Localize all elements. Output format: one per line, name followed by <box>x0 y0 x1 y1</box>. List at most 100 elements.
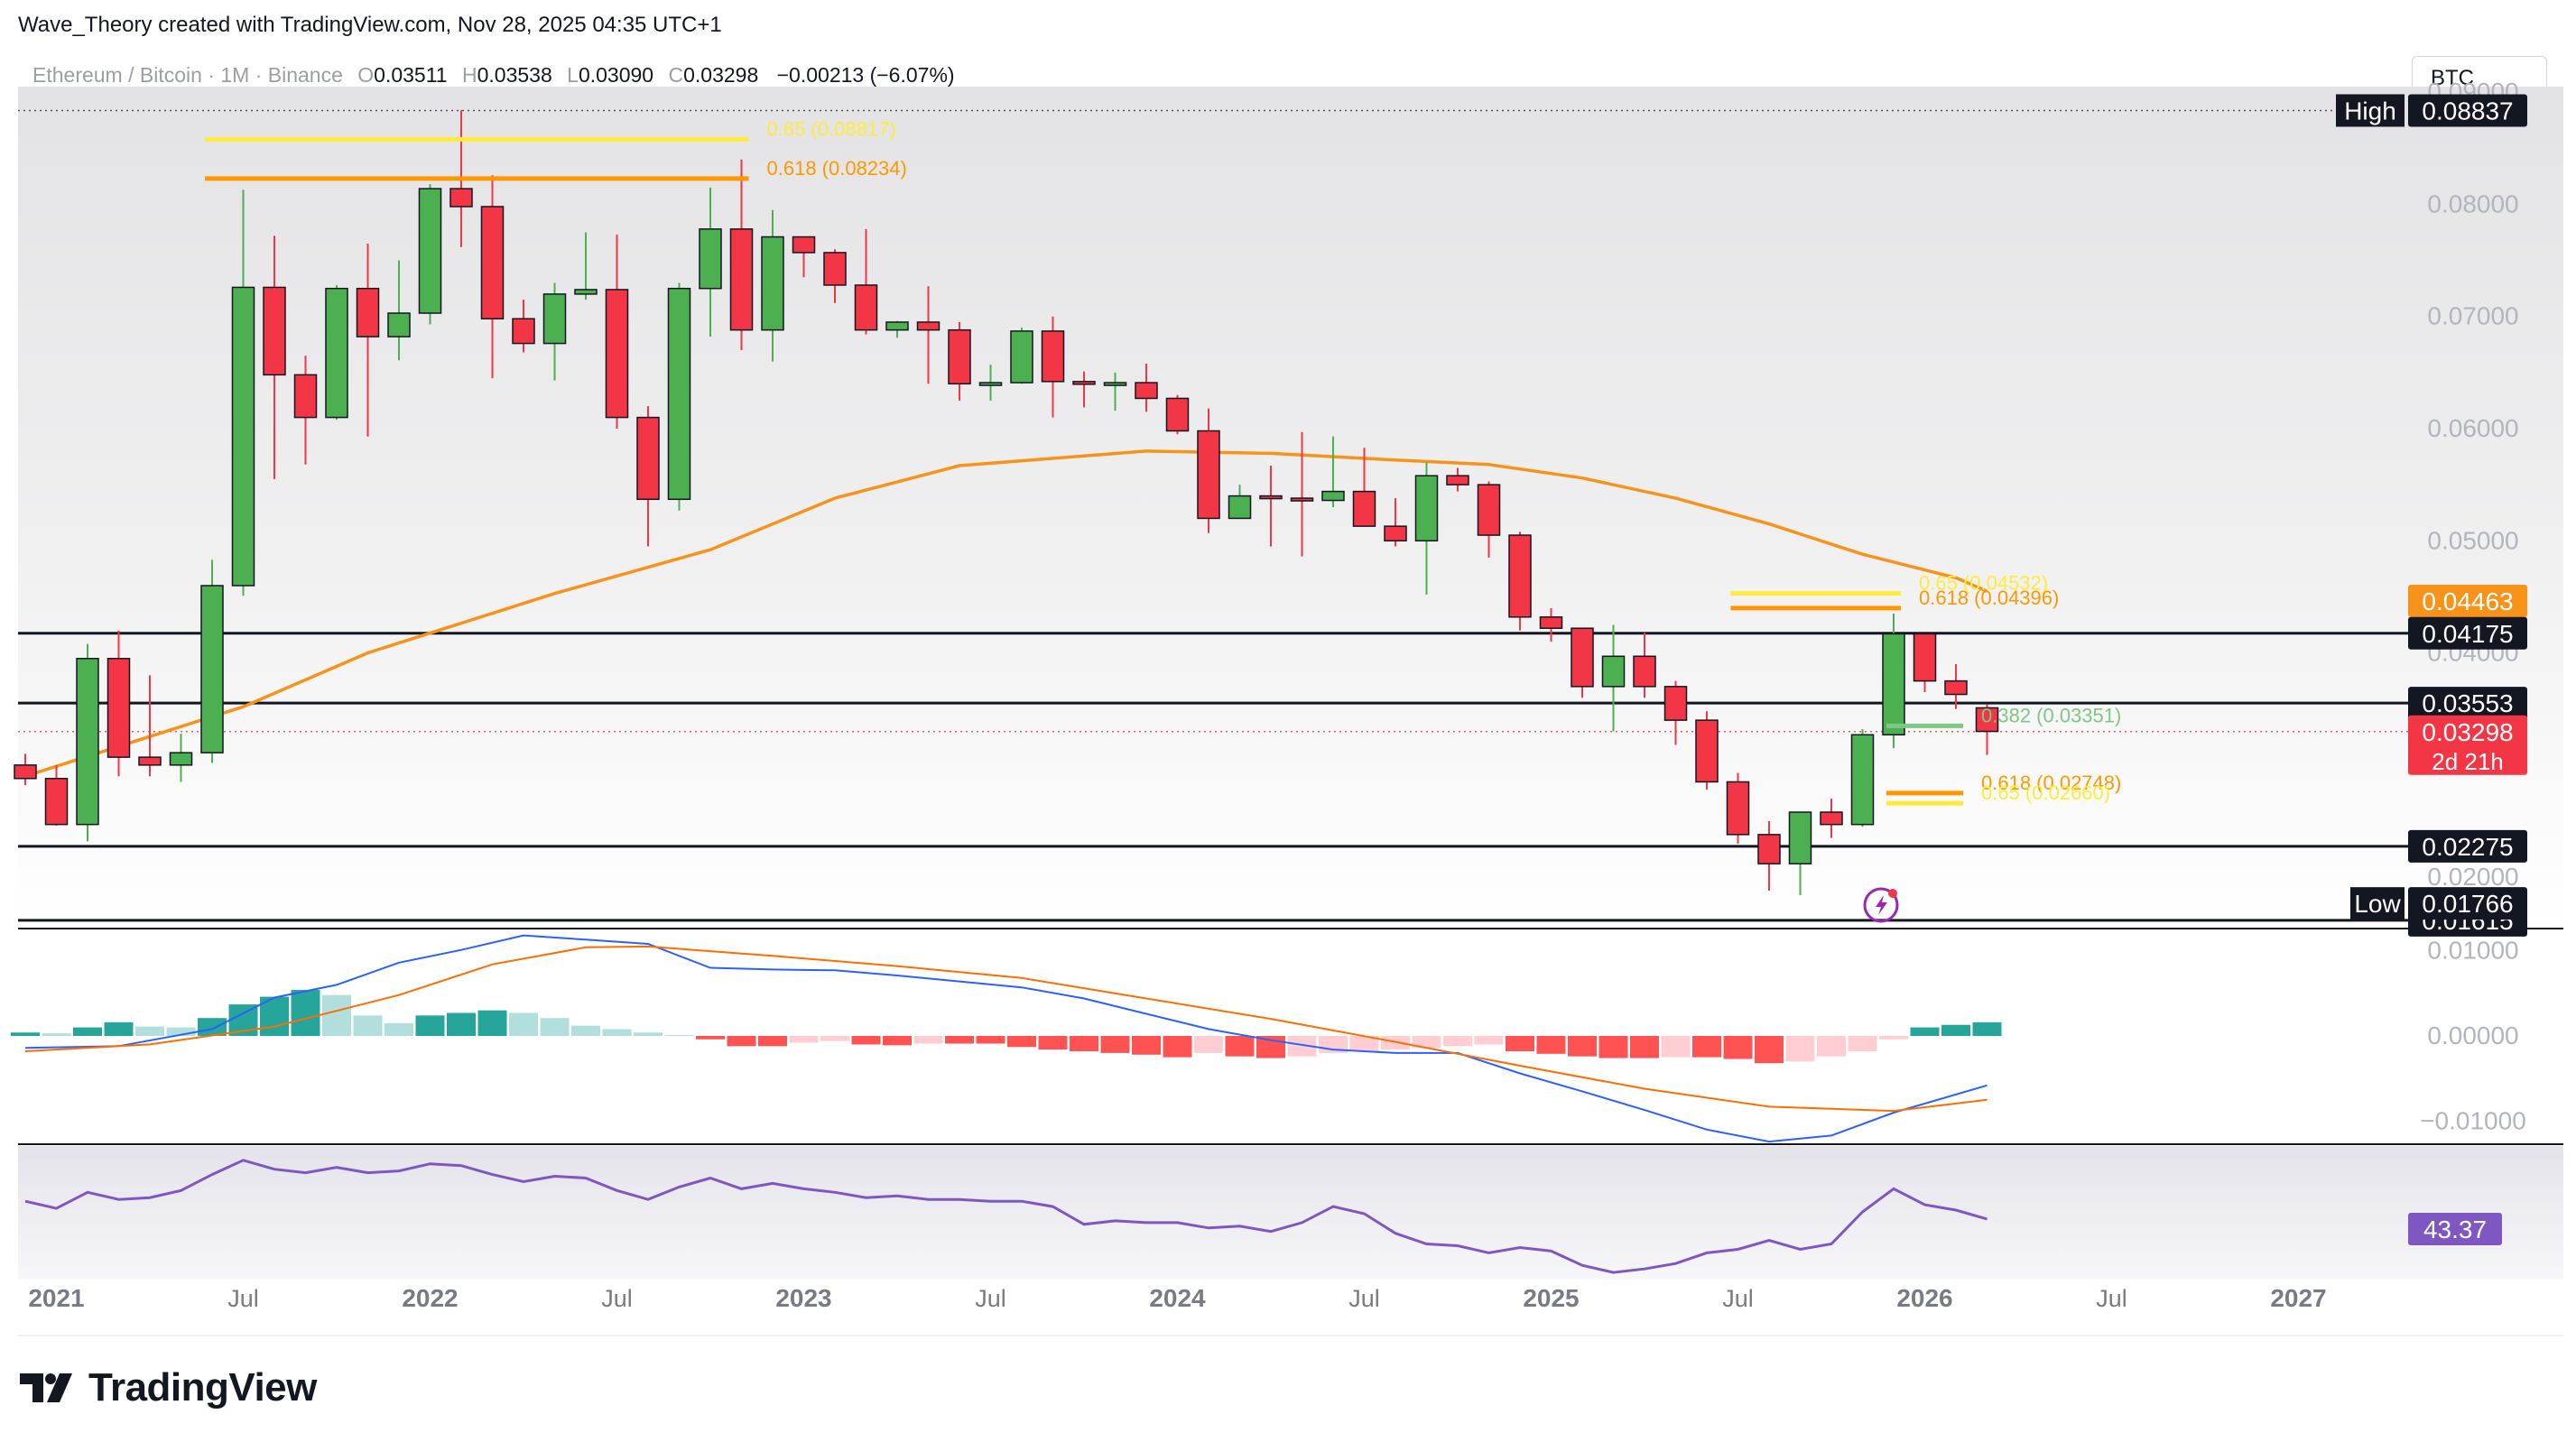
candle-body <box>1103 382 1127 386</box>
level-price-label-box <box>2408 687 2527 720</box>
x-tick-label: 2027 <box>2270 1284 2326 1312</box>
flash-alert-bolt <box>1876 895 1887 915</box>
candle-body <box>1601 655 1626 688</box>
candle-body <box>823 252 847 286</box>
rsi-value-box <box>2408 1213 2502 1246</box>
high-price-label: 0.08837 <box>2422 97 2513 125</box>
low-price-label: 0.01766 <box>2422 890 2513 918</box>
macd-histogram-bar <box>198 1018 227 1036</box>
x-tick-label: Jul <box>1722 1285 1754 1312</box>
candle-body <box>1820 811 1843 826</box>
brand-name: TradingView <box>88 1365 317 1410</box>
open-label: O <box>357 63 375 87</box>
macd-histogram-bar <box>789 1036 819 1043</box>
candle-body <box>1352 490 1376 527</box>
y-tick-label: 0.02000 <box>2427 863 2518 891</box>
macd-histogram-bar <box>447 1012 476 1036</box>
macd-histogram-bar <box>1443 1036 1472 1047</box>
tradingview-logo-icon <box>20 1373 72 1402</box>
macd-histogram-bar <box>540 1018 570 1036</box>
macd-histogram-bar <box>1879 1036 1908 1040</box>
macd-histogram-bar <box>571 1025 600 1036</box>
candle-body <box>1165 397 1190 432</box>
macd-histogram-bar <box>696 1036 725 1040</box>
candle-body <box>1913 633 1937 682</box>
candle-body <box>1259 495 1283 500</box>
macd-histogram-bar <box>1412 1036 1441 1049</box>
change-value: −0.00213 (−6.07%) <box>776 63 955 87</box>
macd-histogram-bar <box>1038 1036 1068 1050</box>
candle-body <box>1010 330 1033 384</box>
close-value: 0.03298 <box>683 63 759 87</box>
bar-countdown-label: 2d 21h <box>2432 748 2504 775</box>
candle-body <box>263 286 286 376</box>
low-label: L <box>567 63 579 87</box>
candle-body <box>480 206 505 319</box>
level-price-label: 0.02275 <box>2422 833 2513 861</box>
flash-alert-ring <box>1863 887 1899 923</box>
x-tick-label: 2025 <box>1523 1284 1579 1312</box>
macd-histogram-bar <box>385 1022 413 1036</box>
macd-histogram-bar <box>1661 1036 1691 1058</box>
candle-body <box>667 287 691 501</box>
candle-body <box>169 752 193 766</box>
macd-histogram-bar <box>913 1036 943 1044</box>
macd-histogram-bar <box>1692 1036 1721 1058</box>
fib-level-label: 0.618 (0.04396) <box>1919 587 2059 609</box>
candle-body <box>542 293 567 345</box>
x-tick-label: 2021 <box>28 1284 84 1312</box>
y-tick-label: 0.08000 <box>2427 189 2518 217</box>
candle-body <box>978 382 1003 386</box>
low-value: 0.03090 <box>578 63 654 87</box>
macd-histogram-bar <box>1132 1036 1161 1055</box>
candle-body <box>76 658 99 826</box>
candle-body <box>1228 495 1252 520</box>
x-tick-label: 2024 <box>1149 1284 1206 1312</box>
flash-alert-icon <box>1863 887 1899 923</box>
macd-histogram-bar <box>1723 1036 1753 1059</box>
candle-body <box>107 658 131 758</box>
low-title-tag-box <box>2350 887 2405 920</box>
macd-histogram-bar <box>42 1033 71 1036</box>
candle-body <box>1321 490 1345 502</box>
fib-level-label: 0.382 (0.03351) <box>1981 704 2121 726</box>
macd-histogram-bar <box>477 1010 507 1036</box>
macd-histogram-bar <box>509 1012 538 1036</box>
candle-body <box>729 228 754 331</box>
candle-body <box>636 416 660 501</box>
candle-body <box>1197 430 1220 520</box>
macd-signal-line <box>24 945 1988 1113</box>
level-price-label: 0.03553 <box>2422 689 2513 717</box>
macd-histogram-bar <box>166 1027 196 1036</box>
x-tick-label: Jul <box>975 1285 1006 1312</box>
macd-y-tick-label: −0.01000 <box>2420 1106 2526 1134</box>
macd-histogram-bar <box>1536 1036 1566 1054</box>
candle-body <box>605 289 629 419</box>
fib-level-label: 0.65 (0.04532) <box>1919 572 2048 595</box>
macd-histogram-bar <box>820 1036 849 1041</box>
macd-y-tick-label: 0.00000 <box>2427 1021 2518 1049</box>
tradingview-brand[interactable]: TradingView <box>20 1361 317 1415</box>
macd-histogram-bar <box>11 1032 40 1036</box>
candle-body <box>1850 734 1875 826</box>
candle-body <box>1384 525 1407 542</box>
candle-body <box>1788 811 1812 864</box>
macd-histogram-bar <box>1630 1036 1659 1058</box>
macd-histogram-bar <box>602 1029 632 1036</box>
macd-histogram-bar <box>727 1036 756 1047</box>
candle-body <box>356 287 380 337</box>
macd-histogram-bar <box>945 1036 974 1044</box>
macd-histogram-bar <box>1349 1036 1379 1051</box>
macd-histogram-bar <box>1287 1036 1317 1057</box>
candle-body <box>916 321 941 331</box>
symbol-name[interactable]: Ethereum / Bitcoin · 1M · Binance <box>32 63 343 87</box>
symbol-legend[interactable]: Ethereum / Bitcoin · 1M · Binance O0.035… <box>32 63 955 88</box>
x-tick-label: Jul <box>2096 1285 2127 1312</box>
high-title-tag-box <box>2336 94 2405 127</box>
candle-body <box>200 585 224 753</box>
fib-level-label: 0.618 (0.08234) <box>767 157 907 180</box>
last-price-box <box>2408 715 2527 775</box>
x-tick-label: Jul <box>227 1285 259 1312</box>
